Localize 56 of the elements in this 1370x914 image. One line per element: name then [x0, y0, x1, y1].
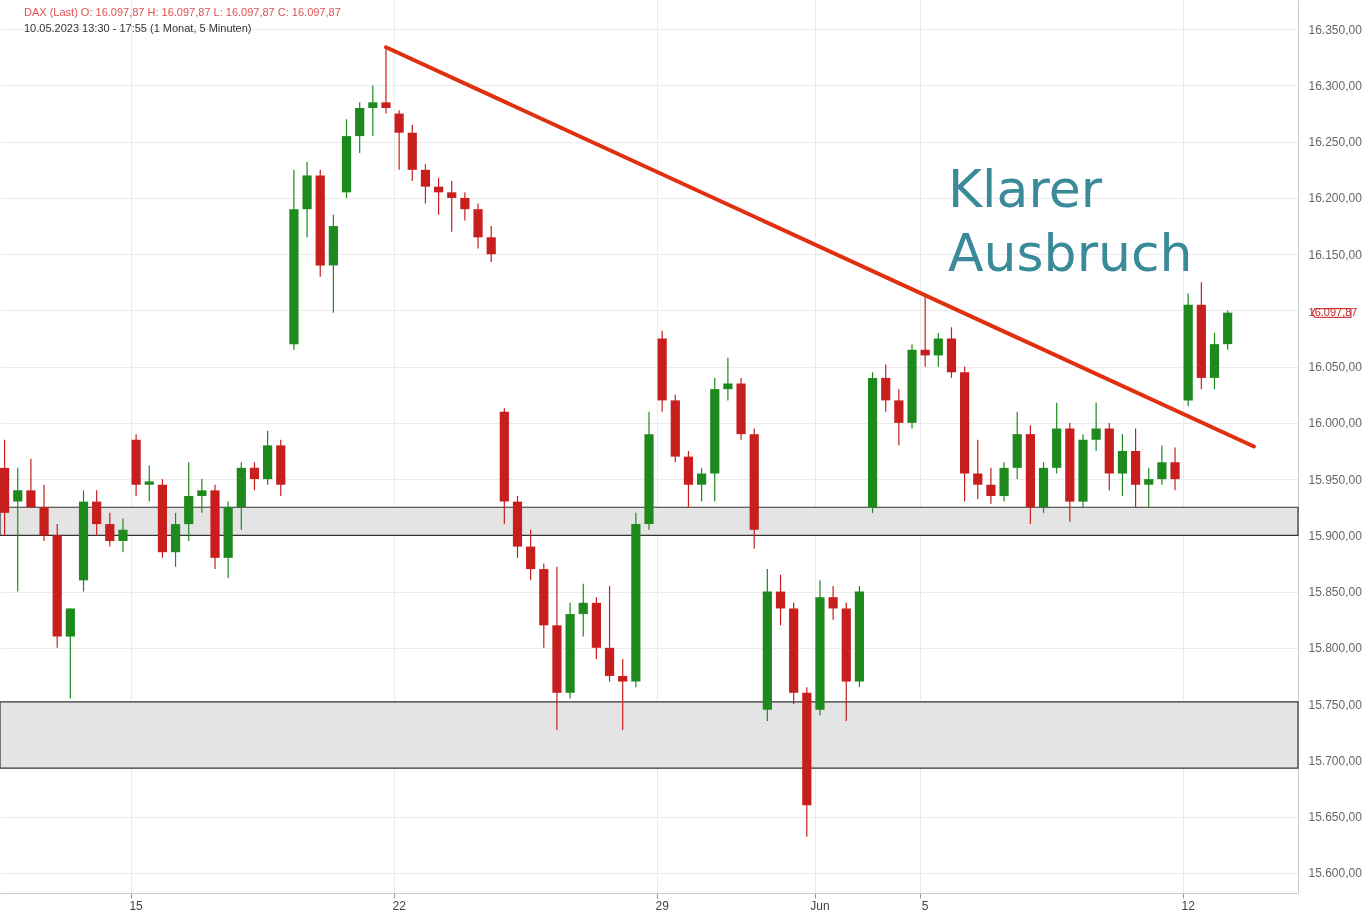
candlestick	[105, 512, 115, 548]
y-tick-label: 15.750,00	[1308, 697, 1363, 712]
candlestick	[26, 458, 36, 508]
y-tick-label: 16.300,00	[1308, 78, 1363, 93]
candlestick	[118, 517, 128, 553]
y-tick-label: 15.600,00	[1308, 866, 1363, 881]
y-tick-label: 16.200,00	[1308, 191, 1363, 206]
y-tick-label: 15.950,00	[1308, 472, 1363, 487]
candlestick	[933, 332, 943, 368]
annotation: Klarer Ausbruch	[948, 159, 1193, 283]
y-tick-label: 16.000,00	[1308, 416, 1363, 431]
y-tick-label: 15.900,00	[1308, 528, 1363, 543]
candlestick	[881, 363, 891, 413]
text: 10.05.2023 13:30 - 17:55 (1 Monat, 5 Minuten)	[24, 22, 252, 34]
text: DAX (Last) O: 16.097,87 H: 16.097,87 L: 16.097,87 C: 16.097,87	[24, 6, 341, 18]
candlestick	[486, 225, 496, 263]
candlestick	[1091, 402, 1101, 452]
x-tick-label: 29	[655, 898, 670, 913]
candlestick	[986, 467, 996, 505]
y-tick-label: 15.700,00	[1308, 753, 1363, 768]
candlestick	[526, 529, 536, 581]
x-tick-label: Jun	[810, 898, 830, 913]
candlestick	[197, 478, 207, 514]
candlestick	[697, 467, 707, 503]
candlestick	[973, 439, 983, 500]
candlestick	[828, 585, 838, 621]
candlestick	[13, 467, 23, 593]
candlestick	[1170, 447, 1180, 491]
candlestick	[578, 583, 588, 638]
candlestick	[381, 48, 391, 115]
y-tick-label: 16.250,00	[1308, 135, 1363, 150]
y-tick-label: 15.650,00	[1308, 810, 1363, 825]
candlestick	[447, 180, 457, 233]
candlestick	[92, 489, 102, 536]
x-tick-label: 15	[129, 898, 144, 913]
candlestick	[144, 465, 154, 503]
x-tick-label: 22	[392, 898, 407, 913]
y-tick-label: 16.350,00	[1308, 22, 1363, 37]
candlestick	[723, 357, 733, 401]
candlestick	[1157, 444, 1167, 486]
y-tick-label: 16.150,00	[1308, 247, 1363, 262]
x-tick-label: 5	[921, 898, 929, 913]
candlestick	[368, 84, 378, 137]
candlestick	[394, 109, 404, 171]
candlestick	[775, 574, 786, 626]
candlestick	[1117, 433, 1128, 497]
candlestick	[618, 658, 628, 731]
candlestick	[460, 191, 470, 222]
y-tick-label: 15.800,00	[1308, 641, 1363, 656]
candlestick	[249, 461, 260, 491]
y-tick-label: 16.050,00	[1308, 360, 1363, 375]
y-tick-label: 15.850,00	[1308, 585, 1363, 600]
candlestick	[894, 388, 904, 446]
x-tick-label: 12	[1181, 898, 1196, 913]
candlestick	[1144, 467, 1154, 508]
candlestick	[420, 163, 431, 205]
